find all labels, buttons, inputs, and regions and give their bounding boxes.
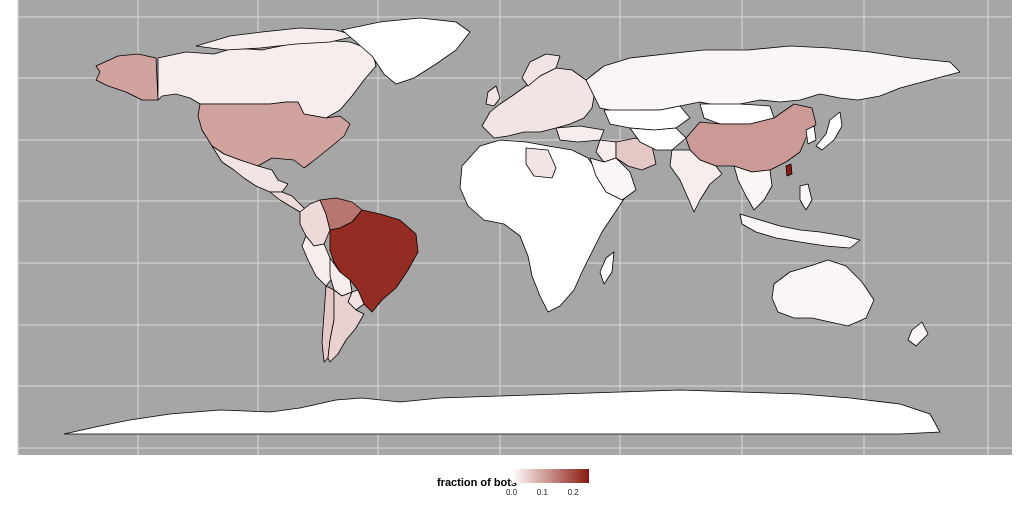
country-indonesia (739, 213, 861, 249)
country-turkey (555, 125, 605, 143)
country-mexico (211, 145, 289, 193)
country-alaska (95, 53, 159, 101)
country-madagascar (599, 251, 615, 285)
country-argentina (327, 289, 365, 363)
country-saudi-arabia (589, 157, 637, 201)
country-africa (459, 139, 627, 313)
gridlines (17, 0, 1012, 455)
country-korea (805, 125, 817, 145)
legend-tick-label: 0.0 (506, 488, 518, 497)
country-libya (525, 147, 557, 179)
country-colombia (299, 199, 331, 247)
legend-colorbar (512, 469, 589, 483)
country-peru (301, 235, 335, 287)
world-choropleth-map (17, 0, 1012, 455)
country-antarctica (63, 389, 941, 435)
country-japan (815, 111, 843, 151)
country-philippines (799, 183, 813, 211)
legend-tick-label: 0.1 (536, 488, 548, 497)
country-southeast-asia (733, 165, 773, 211)
country-scandinavia (521, 53, 561, 87)
country-canada (157, 39, 377, 119)
country-india (669, 149, 723, 213)
country-uk (485, 85, 501, 107)
country-kazakhstan (603, 105, 691, 131)
country-australia (771, 259, 875, 327)
country-central-asia (629, 127, 687, 151)
legend-tick-label: 0.2 (567, 488, 579, 497)
country-taiwan (785, 163, 793, 177)
country-new-zealand (907, 321, 929, 347)
legend-title: fraction of bots (437, 477, 518, 489)
country-greenland (341, 17, 471, 85)
